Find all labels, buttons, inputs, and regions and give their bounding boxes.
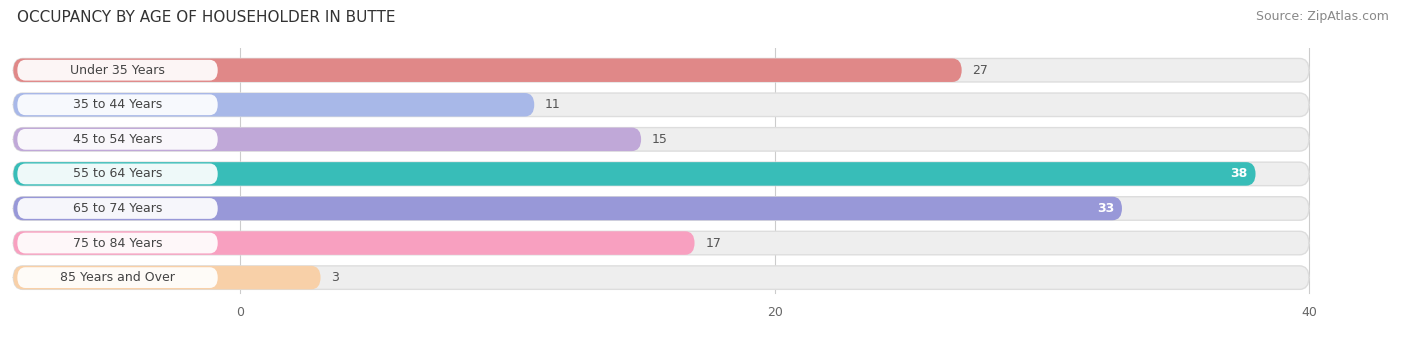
FancyBboxPatch shape [17, 164, 218, 184]
Text: 65 to 74 Years: 65 to 74 Years [73, 202, 162, 215]
Text: 55 to 64 Years: 55 to 64 Years [73, 167, 162, 180]
Text: 11: 11 [546, 98, 561, 111]
Text: 35 to 44 Years: 35 to 44 Years [73, 98, 162, 111]
Text: 33: 33 [1097, 202, 1114, 215]
FancyBboxPatch shape [17, 198, 218, 219]
Text: Under 35 Years: Under 35 Years [70, 64, 165, 77]
Text: 45 to 54 Years: 45 to 54 Years [73, 133, 162, 146]
FancyBboxPatch shape [14, 93, 534, 117]
FancyBboxPatch shape [17, 60, 218, 80]
FancyBboxPatch shape [14, 197, 1122, 220]
FancyBboxPatch shape [14, 162, 1256, 186]
FancyBboxPatch shape [14, 162, 1309, 186]
FancyBboxPatch shape [17, 94, 218, 115]
FancyBboxPatch shape [14, 197, 1309, 220]
FancyBboxPatch shape [14, 128, 641, 151]
Text: OCCUPANCY BY AGE OF HOUSEHOLDER IN BUTTE: OCCUPANCY BY AGE OF HOUSEHOLDER IN BUTTE [17, 10, 395, 25]
FancyBboxPatch shape [17, 129, 218, 150]
Text: Source: ZipAtlas.com: Source: ZipAtlas.com [1256, 10, 1389, 23]
FancyBboxPatch shape [14, 58, 962, 82]
Text: 17: 17 [706, 237, 721, 250]
FancyBboxPatch shape [14, 266, 321, 290]
FancyBboxPatch shape [17, 233, 218, 253]
Text: 3: 3 [332, 271, 339, 284]
Text: 75 to 84 Years: 75 to 84 Years [73, 237, 162, 250]
FancyBboxPatch shape [14, 231, 695, 255]
FancyBboxPatch shape [14, 93, 1309, 117]
FancyBboxPatch shape [14, 58, 1309, 82]
Text: 38: 38 [1230, 167, 1247, 180]
FancyBboxPatch shape [14, 266, 1309, 290]
Text: 27: 27 [973, 64, 988, 77]
Text: 15: 15 [652, 133, 668, 146]
FancyBboxPatch shape [14, 128, 1309, 151]
FancyBboxPatch shape [14, 231, 1309, 255]
FancyBboxPatch shape [17, 267, 218, 288]
Text: 85 Years and Over: 85 Years and Over [60, 271, 174, 284]
